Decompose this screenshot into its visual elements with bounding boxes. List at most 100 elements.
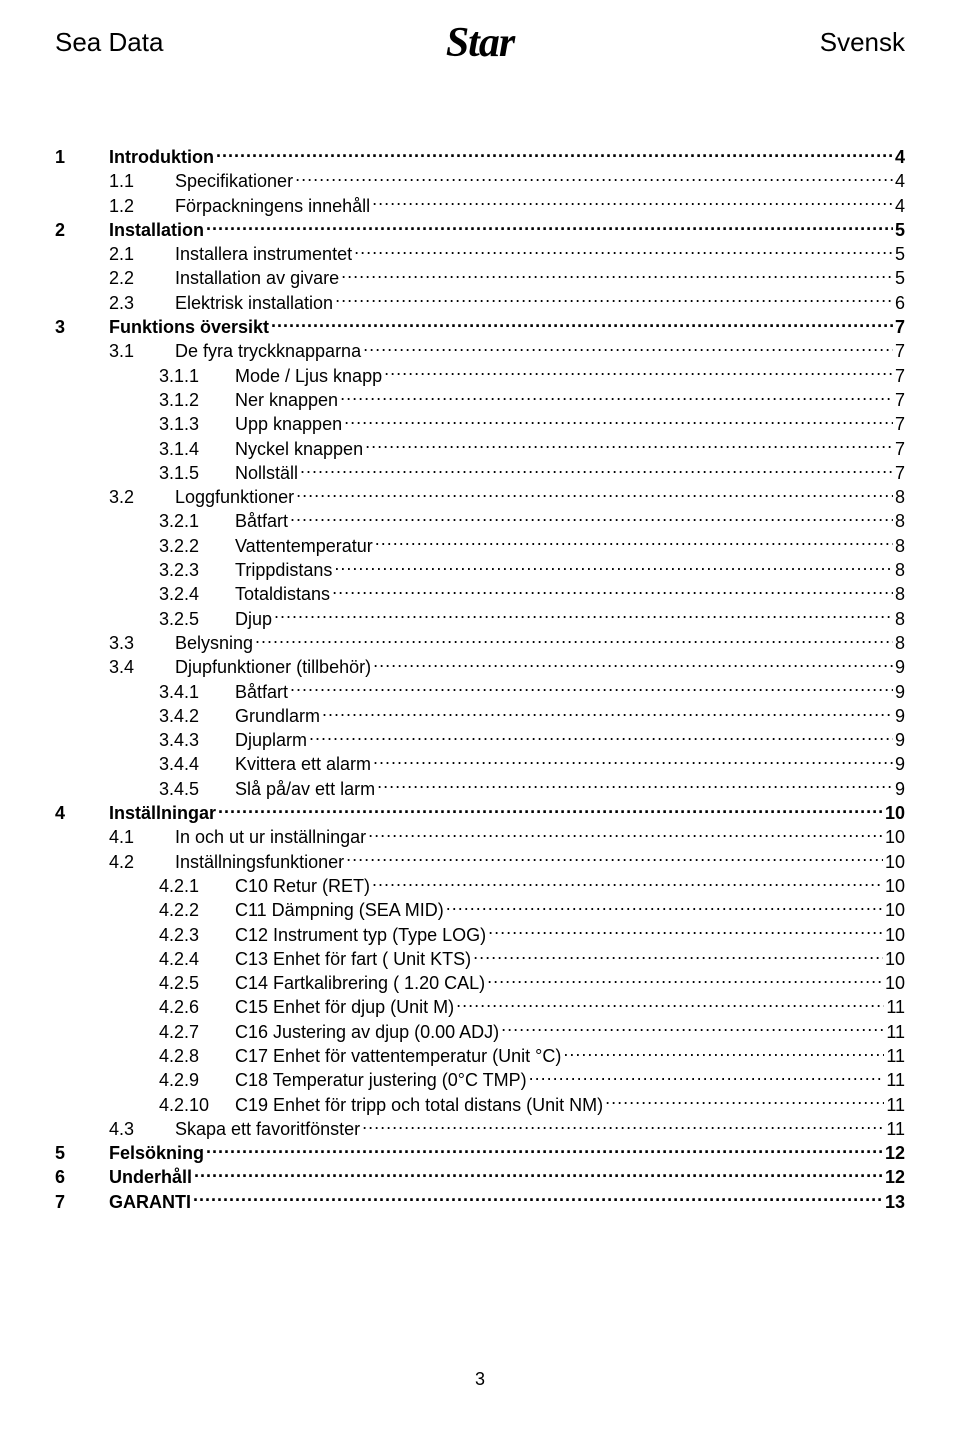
toc-number: 4.2	[109, 850, 175, 874]
toc-page: 5	[895, 242, 905, 266]
toc-page: 7	[895, 412, 905, 436]
toc-page: 7	[895, 339, 905, 363]
toc-title: Ner knappen	[235, 388, 338, 412]
toc-page: 10	[885, 923, 905, 947]
toc-entry: 3.4.1Båtfart9	[55, 680, 905, 704]
toc-title: Trippdistans	[235, 558, 332, 582]
toc-number: 2.2	[109, 266, 175, 290]
toc-title: Djupfunktioner (tillbehör)	[175, 655, 371, 679]
toc-leader-dots	[218, 801, 883, 819]
toc-page: 11	[886, 1068, 905, 1092]
toc-page: 10	[885, 801, 905, 825]
toc-title: C13 Enhet för fart ( Unit KTS)	[235, 947, 471, 971]
toc-entry: 1Introduktion4	[55, 145, 905, 169]
toc-entry: 4.2.4C13 Enhet för fart ( Unit KTS)10	[55, 947, 905, 971]
toc-leader-dots	[368, 825, 883, 843]
toc-number: 4.2.3	[159, 923, 235, 947]
toc-leader-dots	[216, 145, 893, 163]
toc-page: 10	[885, 947, 905, 971]
toc-title: Inställningsfunktioner	[175, 850, 344, 874]
toc-number: 3.2.4	[159, 582, 235, 606]
toc-entry: 3.2.4Totaldistans8	[55, 582, 905, 606]
toc-entry: 7GARANTI13	[55, 1190, 905, 1214]
toc-title: Djuplarm	[235, 728, 307, 752]
toc-title: C15 Enhet för djup (Unit M)	[235, 995, 454, 1019]
toc-leader-dots	[372, 194, 893, 212]
toc-leader-dots	[295, 169, 893, 187]
toc-page: 4	[895, 169, 905, 193]
brand-logo: Star	[446, 19, 514, 67]
toc-page: 10	[885, 898, 905, 922]
toc-number: 3.1.2	[159, 388, 235, 412]
toc-title: Nollställ	[235, 461, 298, 485]
toc-title: C12 Instrument typ (Type LOG)	[235, 923, 486, 947]
toc-number: 4.2.5	[159, 971, 235, 995]
toc-entry: 4.2.8C17 Enhet för vattentemperatur (Uni…	[55, 1044, 905, 1068]
toc-page: 9	[895, 680, 905, 704]
toc-number: 1.1	[109, 169, 175, 193]
toc-title: Båtfart	[235, 509, 288, 533]
toc-entry: 3.2Loggfunktioner8	[55, 485, 905, 509]
toc-entry: 4.2.1C10 Retur (RET)10	[55, 874, 905, 898]
toc-number: 3.1.5	[159, 461, 235, 485]
toc-leader-dots	[194, 1165, 883, 1183]
toc-number: 4.2.8	[159, 1044, 235, 1068]
toc-leader-dots	[334, 558, 893, 576]
toc-title: De fyra tryckknapparna	[175, 339, 361, 363]
toc-title: Grundlarm	[235, 704, 320, 728]
toc-leader-dots	[365, 437, 893, 455]
toc-entry: 3.3Belysning8	[55, 631, 905, 655]
toc-leader-dots	[563, 1044, 884, 1062]
toc-title: Installation av givare	[175, 266, 339, 290]
toc-title: Djup	[235, 607, 272, 631]
toc-leader-dots	[300, 461, 893, 479]
toc-leader-dots	[322, 704, 893, 722]
toc-leader-dots	[296, 485, 893, 503]
toc-leader-dots	[309, 728, 893, 746]
toc-leader-dots	[605, 1093, 884, 1111]
toc-leader-dots	[193, 1190, 883, 1208]
toc-entry: 1.1Specifikationer4	[55, 169, 905, 193]
toc-entry: 4.1In och ut ur inställningar10	[55, 825, 905, 849]
toc-title: GARANTI	[109, 1190, 191, 1214]
header-right-text: Svensk	[820, 27, 905, 58]
toc-title: Inställningar	[109, 801, 216, 825]
toc-page: 8	[895, 509, 905, 533]
toc-number: 2.1	[109, 242, 175, 266]
toc-title: C18 Temperatur justering (0°C TMP)	[235, 1068, 527, 1092]
toc-leader-dots	[335, 291, 893, 309]
toc-page: 9	[895, 777, 905, 801]
toc-page: 8	[895, 534, 905, 558]
page-header: Sea Data Star Svensk	[55, 15, 905, 70]
toc-entry: 3.2.2Vattentemperatur8	[55, 534, 905, 558]
toc-entry: 4.2.6C15 Enhet för djup (Unit M)11	[55, 995, 905, 1019]
toc-title: Funktions översikt	[109, 315, 269, 339]
toc-page: 11	[886, 1117, 905, 1141]
toc-entry: 4.2.10C19 Enhet för tripp och total dist…	[55, 1093, 905, 1117]
toc-number: 4.2.2	[159, 898, 235, 922]
toc-page: 8	[895, 485, 905, 509]
toc-page: 4	[895, 194, 905, 218]
toc-page: 4	[895, 145, 905, 169]
toc-page: 9	[895, 752, 905, 776]
toc-number: 3.2.2	[159, 534, 235, 558]
toc-entry: 3.1.5Nollställ7	[55, 461, 905, 485]
toc-leader-dots	[362, 1117, 884, 1135]
toc-title: Installation	[109, 218, 204, 242]
toc-title: Kvittera ett alarm	[235, 752, 371, 776]
toc-title: Introduktion	[109, 145, 214, 169]
toc-leader-dots	[456, 995, 884, 1013]
toc-title: Nyckel knappen	[235, 437, 363, 461]
toc-entry: 1.2Förpackningens innehåll4	[55, 194, 905, 218]
toc-entry: 3.1.2Ner knappen7	[55, 388, 905, 412]
toc-page: 9	[895, 655, 905, 679]
toc-number: 4.2.6	[159, 995, 235, 1019]
toc-entry: 3.4.5Slå på/av ett larm9	[55, 777, 905, 801]
toc-number: 3.4.3	[159, 728, 235, 752]
toc-number: 3.3	[109, 631, 175, 655]
table-of-contents: 1Introduktion41.1Specifikationer41.2Förp…	[55, 145, 905, 1214]
toc-title: Skapa ett favoritfönster	[175, 1117, 360, 1141]
toc-entry: 4.2.5C14 Fartkalibrering ( 1.20 CAL)10	[55, 971, 905, 995]
toc-entry: 3.4.2Grundlarm9	[55, 704, 905, 728]
toc-number: 4.1	[109, 825, 175, 849]
